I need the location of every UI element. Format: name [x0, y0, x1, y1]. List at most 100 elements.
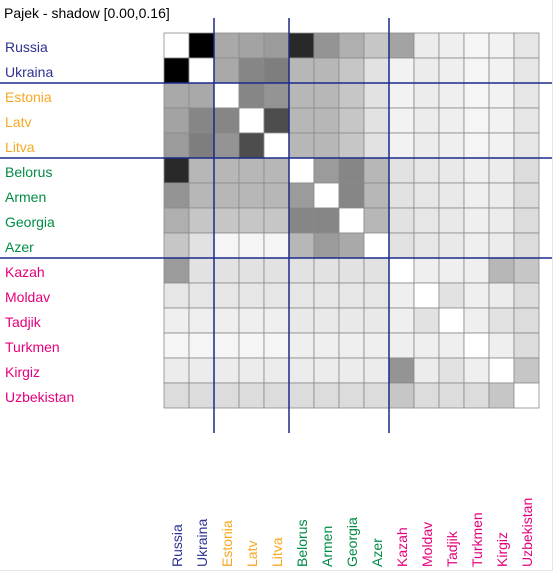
cell-estonia-azer — [363, 82, 390, 109]
cell-russia-uzbekistan — [513, 32, 540, 59]
row-label-tadjik: Tadjik — [5, 314, 42, 330]
cell-armen-kirgiz — [488, 182, 515, 209]
cell-kazah-azer — [363, 257, 390, 284]
cell-litva-kirgiz — [488, 132, 515, 159]
column-label-ukraina: Ukraina — [194, 519, 210, 567]
cell-estonia-tadjik — [438, 82, 465, 109]
cell-kirgiz-turkmen — [463, 357, 490, 384]
cell-russia-latv — [238, 32, 265, 59]
cell-estonia-litva — [263, 82, 290, 109]
cell-latv-russia — [163, 107, 190, 134]
row-label-belorus: Belorus — [5, 164, 52, 180]
cell-estonia-belorus — [288, 82, 315, 109]
cell-georgia-kirgiz — [488, 207, 515, 234]
cell-kirgiz-latv — [238, 357, 265, 384]
row-labels: Russia Ukraina Estonia Latv Litva Belorus Arme… — [5, 39, 74, 405]
cell-turkmen-moldav — [413, 332, 440, 359]
cell-latv-uzbekistan — [513, 107, 540, 134]
cell-azer-kazah — [388, 232, 415, 259]
cell-tadjik-russia — [163, 307, 190, 334]
cell-turkmen-latv — [238, 332, 265, 359]
row-label-litva: Litva — [5, 139, 35, 155]
cell-uzbekistan-azer — [363, 382, 390, 409]
cell-moldav-estonia — [213, 282, 240, 309]
cell-litva-moldav — [413, 132, 440, 159]
cell-moldav-belorus — [288, 282, 315, 309]
cell-russia-armen — [313, 32, 340, 59]
cell-litva-ukraina — [188, 132, 215, 159]
cell-latv-belorus — [288, 107, 315, 134]
row-label-russia: Russia — [5, 39, 48, 55]
cell-ukraina-moldav — [413, 57, 440, 84]
row-label-latv: Latv — [5, 114, 31, 130]
cell-moldav-tadjik — [438, 282, 465, 309]
column-labels: Russia Ukraina Estonia Latv Litva Belorus Arme… — [169, 498, 535, 567]
cell-litva-tadjik — [438, 132, 465, 159]
cell-ukraina-litva — [263, 57, 290, 84]
cell-ukraina-ukraina — [188, 57, 215, 84]
cell-azer-moldav — [413, 232, 440, 259]
cell-ukraina-kirgiz — [488, 57, 515, 84]
cell-estonia-ukraina — [188, 82, 215, 109]
group-dividers — [0, 18, 552, 433]
cell-litva-armen — [313, 132, 340, 159]
cell-latv-kirgiz — [488, 107, 515, 134]
cell-latv-estonia — [213, 107, 240, 134]
row-label-turkmen: Turkmen — [5, 339, 60, 355]
cell-georgia-litva — [263, 207, 290, 234]
cell-belorus-turkmen — [463, 157, 490, 184]
cell-tadjik-georgia — [338, 307, 365, 334]
cell-latv-moldav — [413, 107, 440, 134]
cell-latv-latv — [238, 107, 265, 134]
cell-georgia-azer — [363, 207, 390, 234]
cell-armen-azer — [363, 182, 390, 209]
cell-estonia-moldav — [413, 82, 440, 109]
cell-azer-ukraina — [188, 232, 215, 259]
cell-tadjik-tadjik — [438, 307, 465, 334]
cell-armen-turkmen — [463, 182, 490, 209]
cell-uzbekistan-kirgiz — [488, 382, 515, 409]
column-label-georgia: Georgia — [344, 517, 360, 567]
cell-ukraina-armen — [313, 57, 340, 84]
cell-uzbekistan-estonia — [213, 382, 240, 409]
cell-georgia-estonia — [213, 207, 240, 234]
cell-latv-ukraina — [188, 107, 215, 134]
row-label-azer: Azer — [5, 239, 34, 255]
column-label-turkmen: Turkmen — [469, 512, 485, 567]
row-label-uzbekistan: Uzbekistan — [5, 389, 74, 405]
cell-azer-armen — [313, 232, 340, 259]
cell-georgia-latv — [238, 207, 265, 234]
cell-turkmen-armen — [313, 332, 340, 359]
column-label-azer: Azer — [369, 538, 385, 567]
cell-kazah-estonia — [213, 257, 240, 284]
column-label-tadjik: Tadjik — [444, 530, 460, 567]
column-label-russia: Russia — [169, 524, 185, 567]
cell-georgia-georgia — [338, 207, 365, 234]
row-label-kazah: Kazah — [5, 264, 45, 280]
cell-belorus-kazah — [388, 157, 415, 184]
cell-azer-latv — [238, 232, 265, 259]
cell-moldav-ukraina — [188, 282, 215, 309]
cell-estonia-georgia — [338, 82, 365, 109]
cell-armen-latv — [238, 182, 265, 209]
cell-kirgiz-russia — [163, 357, 190, 384]
cell-kazah-turkmen — [463, 257, 490, 284]
cell-azer-turkmen — [463, 232, 490, 259]
cell-litva-uzbekistan — [513, 132, 540, 159]
cell-belorus-russia — [163, 157, 190, 184]
cell-uzbekistan-georgia — [338, 382, 365, 409]
cell-armen-belorus — [288, 182, 315, 209]
column-label-estonia: Estonia — [219, 520, 235, 567]
cell-belorus-belorus — [288, 157, 315, 184]
cell-litva-kazah — [388, 132, 415, 159]
cell-uzbekistan-ukraina — [188, 382, 215, 409]
cell-belorus-azer — [363, 157, 390, 184]
cell-kazah-belorus — [288, 257, 315, 284]
cell-georgia-uzbekistan — [513, 207, 540, 234]
cell-uzbekistan-belorus — [288, 382, 315, 409]
cell-azer-litva — [263, 232, 290, 259]
cell-kirgiz-moldav — [413, 357, 440, 384]
cell-georgia-ukraina — [188, 207, 215, 234]
cell-tadjik-turkmen — [463, 307, 490, 334]
column-label-armen: Armen — [319, 526, 335, 567]
